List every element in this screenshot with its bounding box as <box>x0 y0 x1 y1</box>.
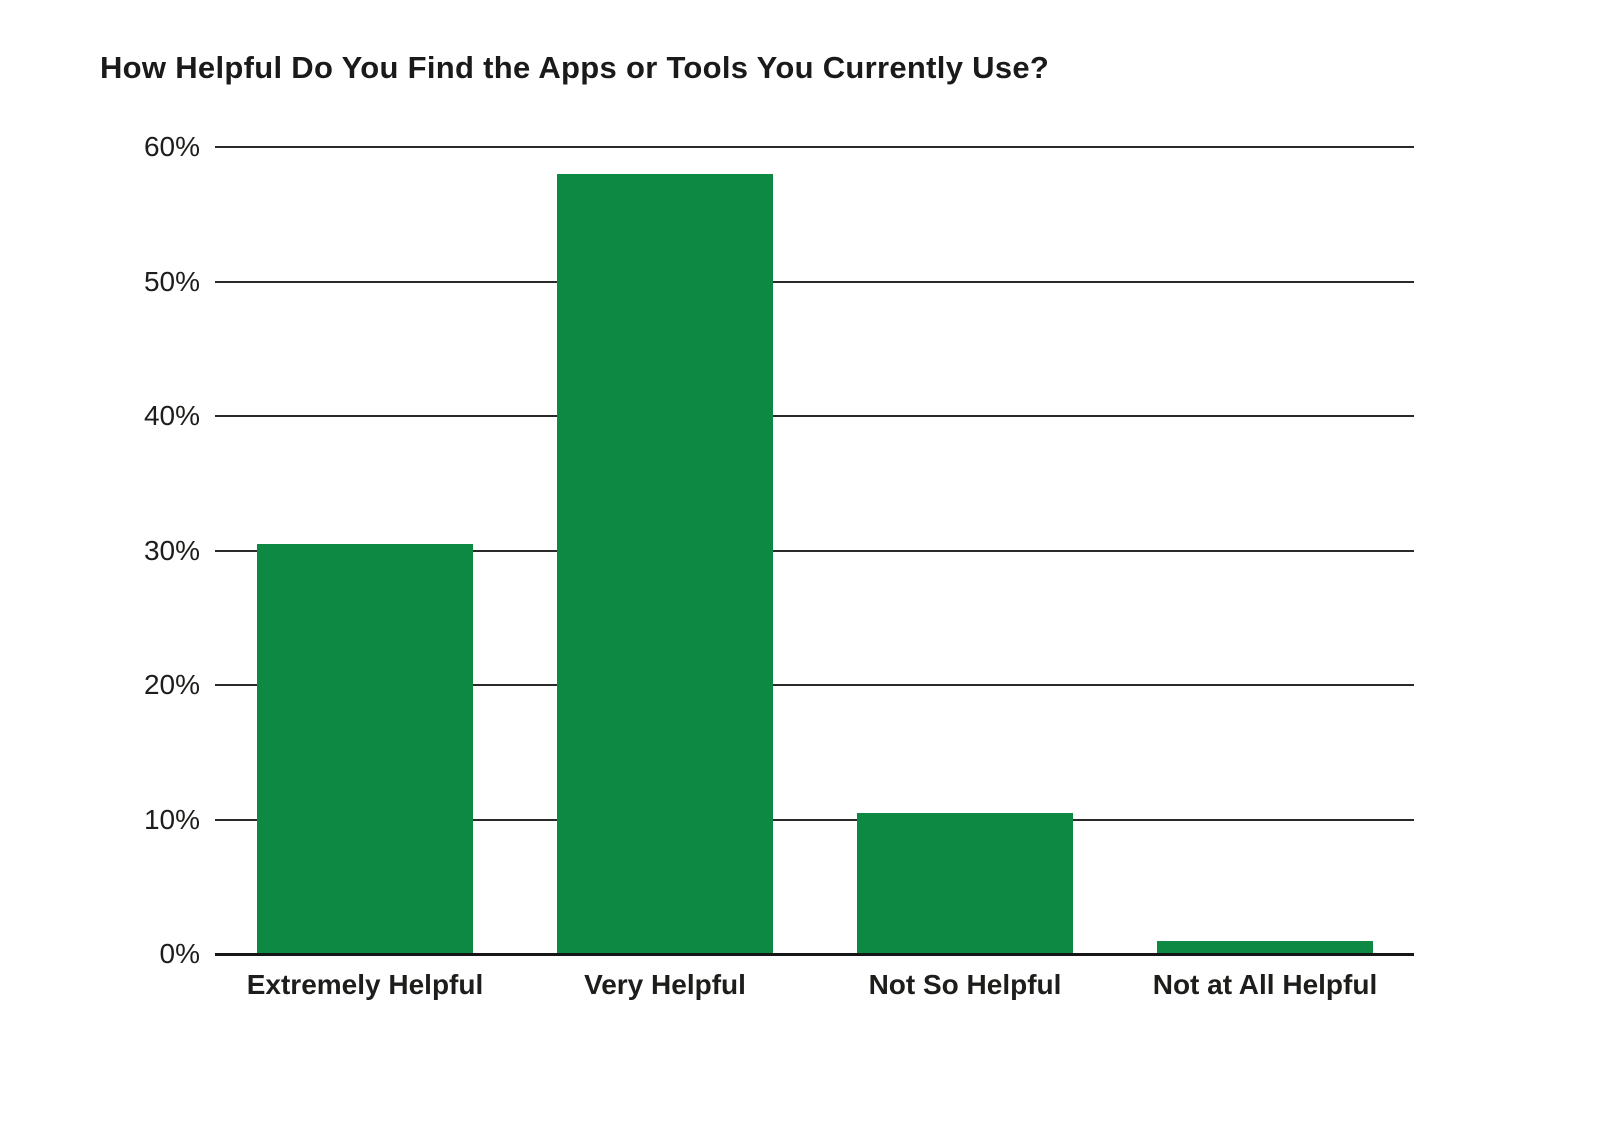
bar-not-so-helpful <box>857 813 1073 954</box>
y-tick-label-20: 20% <box>143 669 200 700</box>
x-axis-label-very-helpful: Very Helpful <box>584 969 746 1000</box>
gridline-60 <box>215 146 1414 148</box>
gridline-30 <box>215 549 1414 552</box>
gridline-40 <box>215 415 1414 417</box>
y-tick-label-40: 40% <box>143 400 200 431</box>
y-tick-label-50: 50% <box>143 265 200 297</box>
bar-not-at-all-helpful <box>1157 941 1373 954</box>
y-tick-label-10: 10% <box>143 803 200 835</box>
bar-very-helpful <box>557 174 773 954</box>
y-tick-label-0: 0% <box>159 938 200 969</box>
x-axis-label-not-so-helpful: Not So Helpful <box>868 969 1062 1000</box>
x-axis-label-not-at-all-helpful: Not at All Helpful <box>1152 969 1378 1000</box>
gridline-50 <box>215 280 1414 283</box>
x-axis-line <box>215 953 1414 956</box>
y-tick-label-30: 30% <box>143 534 200 566</box>
y-tick-label-60: 60% <box>143 131 200 162</box>
chart-title: How Helpful Do You Find the Apps or Tool… <box>100 50 1050 85</box>
x-axis-label-extremely-helpful: Extremely Helpful <box>246 969 484 1000</box>
gridline-10 <box>215 818 1414 821</box>
bar-extremely-helpful <box>257 544 473 954</box>
gridline-20 <box>215 684 1414 686</box>
